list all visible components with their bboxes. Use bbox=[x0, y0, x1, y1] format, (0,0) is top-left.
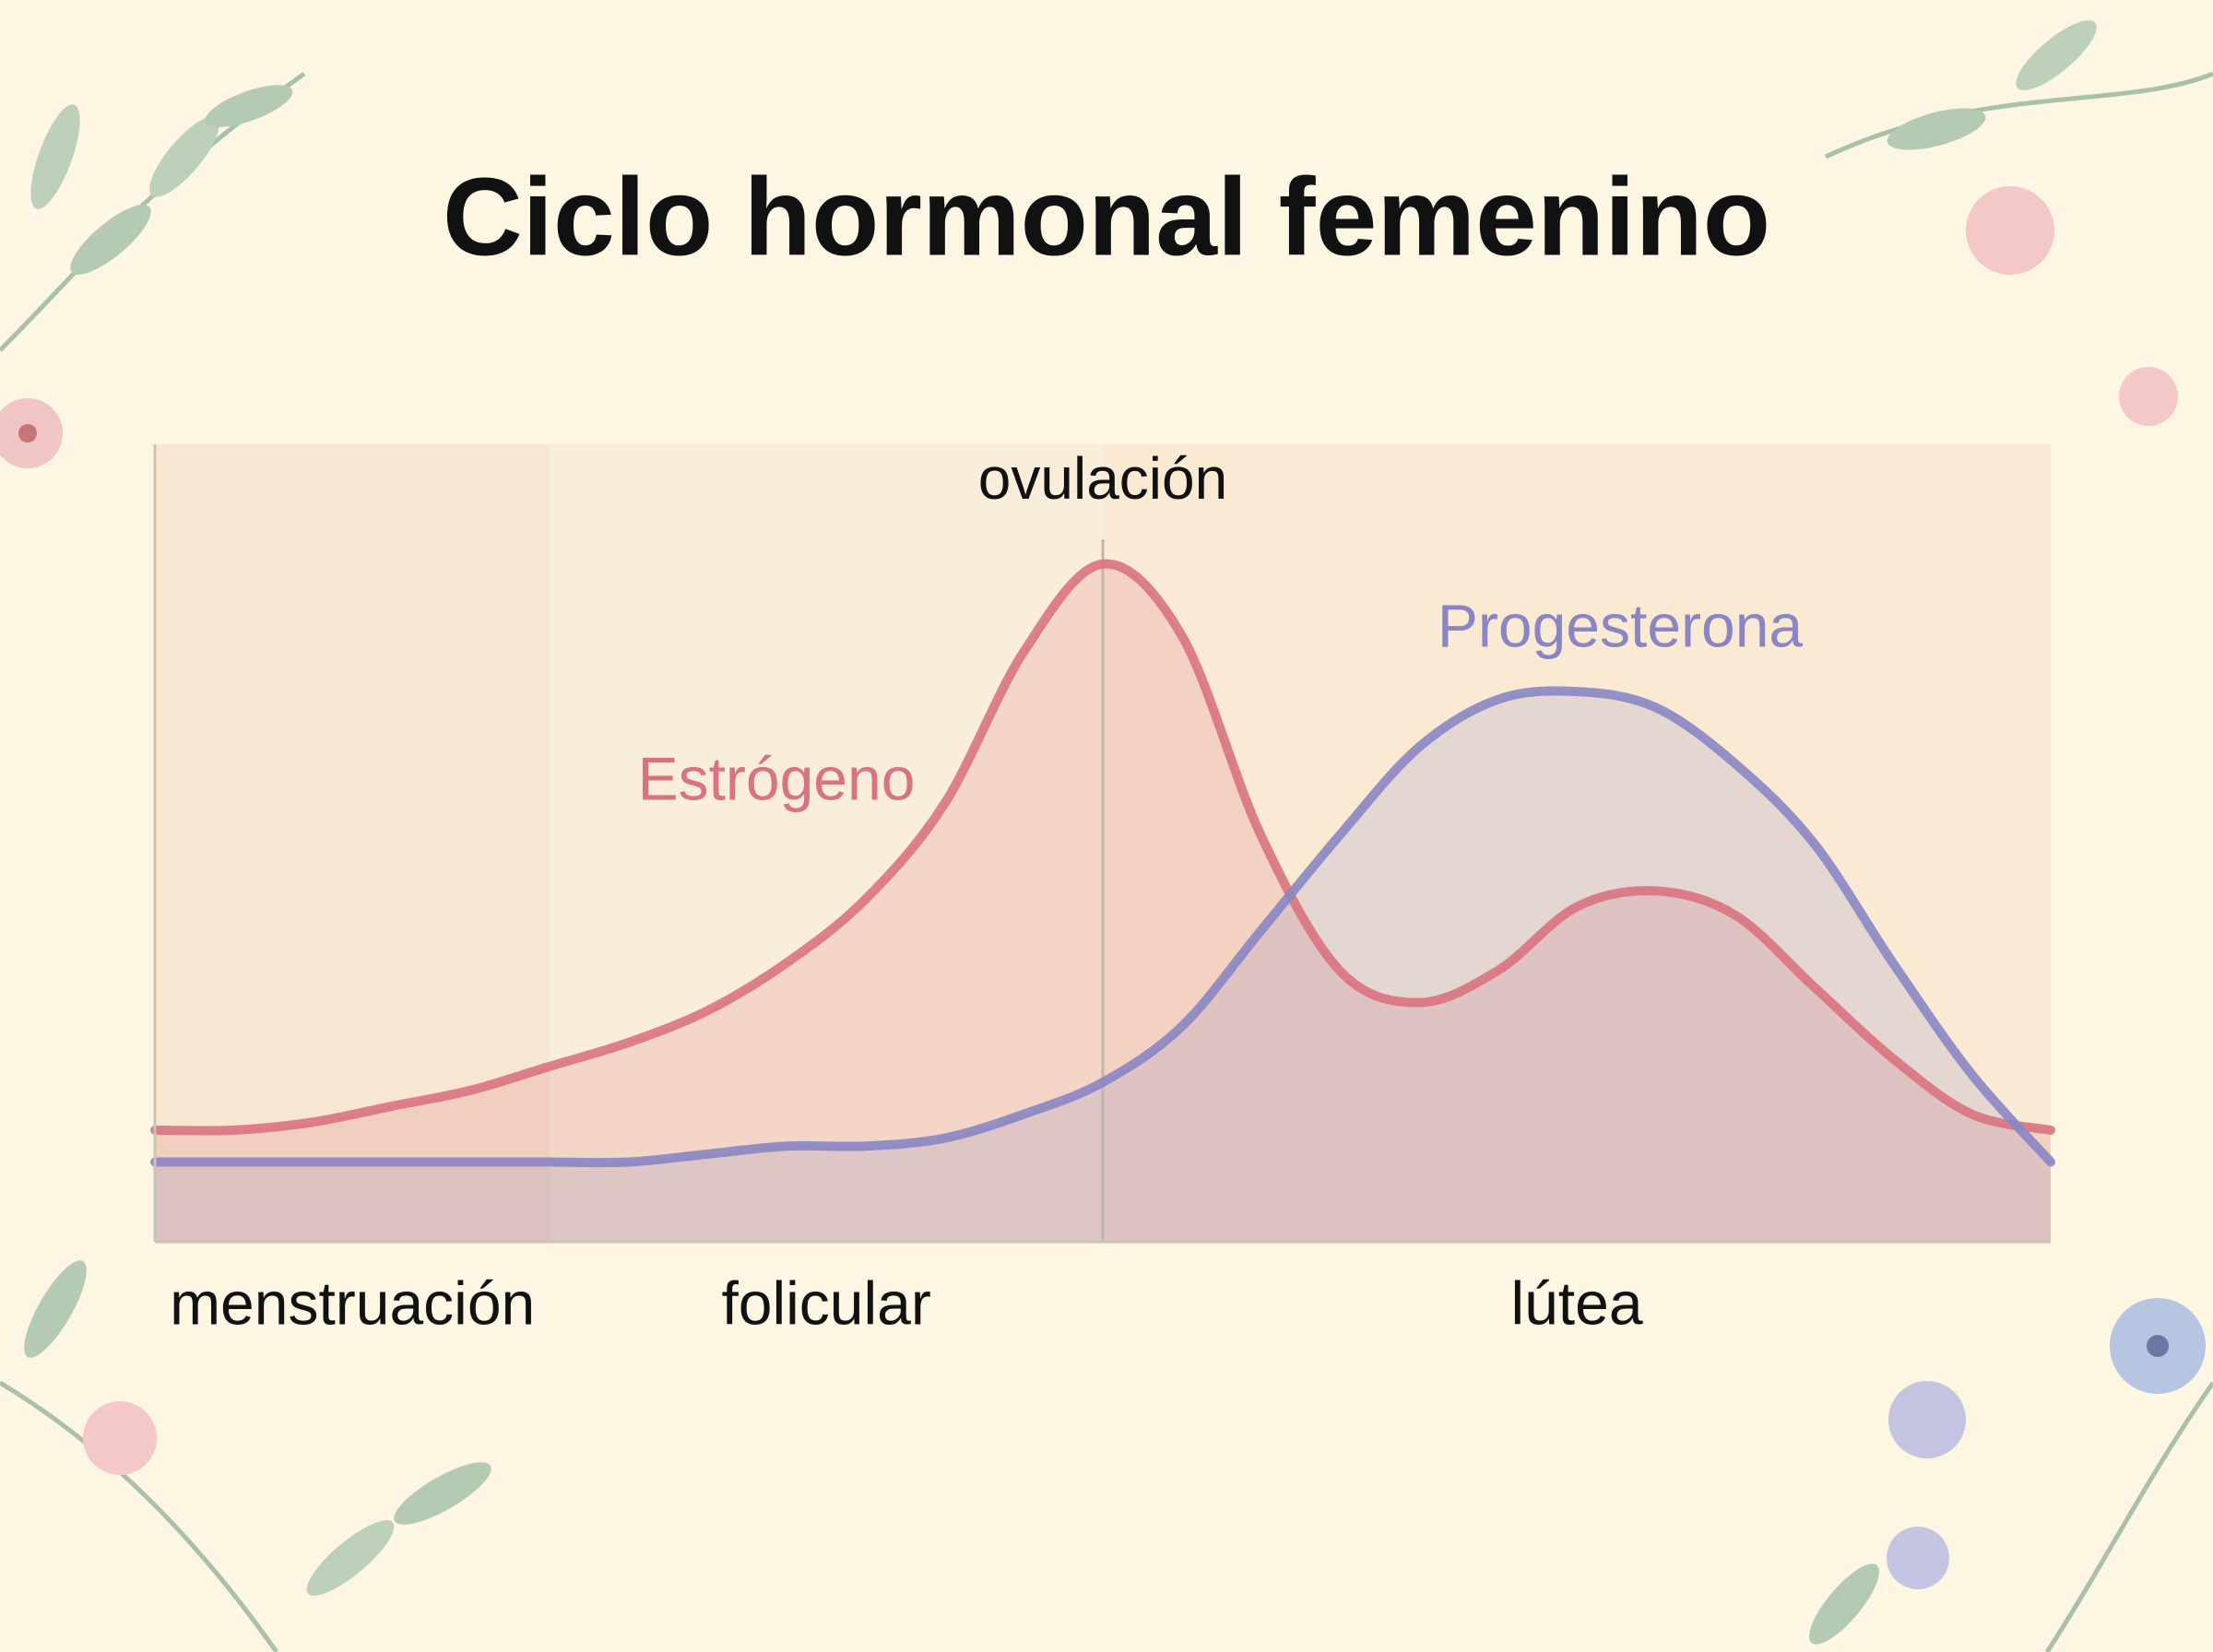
phase-label: lútea bbox=[1510, 1268, 1642, 1337]
series-label: Progesterona bbox=[1438, 591, 1804, 659]
line bbox=[150, 686, 2055, 1168]
phase-band bbox=[550, 444, 1103, 1242]
ovulation-label: ovulación bbox=[978, 445, 1227, 512]
area bbox=[155, 690, 2051, 1242]
chart-title: Ciclo hormonal femenino bbox=[443, 156, 1770, 279]
decoration bbox=[0, 20, 2213, 1652]
phase-label: folicular bbox=[721, 1268, 930, 1337]
phase-label: menstruación bbox=[170, 1268, 535, 1337]
line bbox=[150, 559, 2055, 1136]
series-label: Estrógeno bbox=[638, 744, 916, 812]
phase-band bbox=[155, 444, 550, 1242]
